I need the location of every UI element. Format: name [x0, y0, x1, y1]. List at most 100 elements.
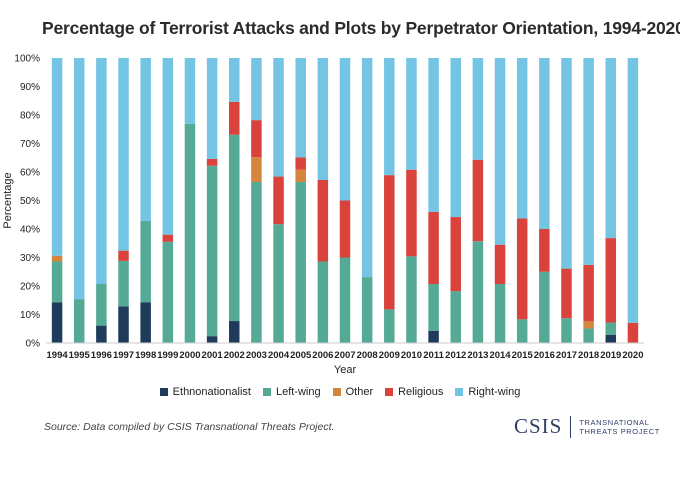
- bar-segment-left-wing: [229, 134, 240, 322]
- y-tick-label: 80%: [20, 111, 40, 122]
- bar-segment-right-wing: [317, 58, 329, 180]
- legend: Ethnonationalist Left-wing Other Religious R…: [0, 386, 680, 399]
- bar-segment-right-wing: [339, 58, 351, 201]
- bar-segment-religious: [206, 158, 218, 166]
- bar-segment-left-wing: [361, 277, 373, 343]
- bar-segment-left-wing: [96, 284, 107, 326]
- bar-segment-left-wing: [561, 318, 572, 343]
- bar-segment-right-wing: [384, 58, 395, 176]
- bar-segment-right-wing: [561, 58, 572, 269]
- bar-segment-right-wing: [96, 58, 107, 285]
- y-tick-label: 100%: [14, 54, 40, 65]
- logo-subtitle: TRANSNATIONAL THREATS PROJECT: [579, 418, 660, 436]
- chart-title: Percentage of Terrorist Attacks and Plot…: [42, 18, 680, 38]
- legend-label: Ethnonationalist: [172, 386, 251, 398]
- x-tick-label: 1997: [113, 350, 134, 361]
- legend-item: Other: [332, 386, 374, 398]
- bar-segment-left-wing: [406, 256, 417, 343]
- bar-segment-right-wing: [361, 58, 373, 278]
- y-tick-label: 10%: [20, 310, 40, 321]
- bar-segment-left-wing: [539, 271, 550, 343]
- bar-segment-right-wing: [627, 58, 639, 323]
- bar-segment-ethnonationalist: [605, 334, 617, 343]
- x-tick-label: 2006: [312, 350, 333, 361]
- bar-segment-right-wing: [118, 58, 129, 251]
- y-tick-label: 50%: [20, 196, 40, 207]
- bar-segment-right-wing: [273, 58, 284, 177]
- y-tick-label: 20%: [20, 282, 40, 293]
- legend-label: Left-wing: [275, 386, 321, 398]
- legend-label: Right-wing: [468, 386, 521, 398]
- bar-segment-right-wing: [428, 58, 439, 212]
- bar-segment-ethnonationalist: [118, 306, 129, 343]
- bar-segment-religious: [317, 179, 329, 262]
- y-axis-title: Percentage: [2, 172, 14, 228]
- y-tick-label: 90%: [20, 82, 40, 93]
- bar-segment-religious: [273, 176, 284, 225]
- bar-segment-right-wing: [605, 58, 617, 239]
- x-tick-label: 2018: [578, 350, 599, 361]
- bar-segment-left-wing: [583, 328, 594, 343]
- logo-line-2: THREATS PROJECT: [579, 426, 660, 436]
- bar-segment-religious: [229, 101, 240, 135]
- legend-swatch: [332, 388, 341, 396]
- legend-item: Right-wing: [455, 386, 520, 398]
- x-tick-label: 2010: [401, 350, 422, 361]
- x-tick-label: 1999: [157, 350, 178, 361]
- y-tick-label: 30%: [20, 253, 40, 264]
- bar-segment-religious: [295, 157, 306, 170]
- bar-segment-religious: [583, 264, 594, 322]
- legend-label: Religious: [398, 386, 444, 398]
- bar-segment-religious: [472, 159, 484, 242]
- bar-segment-ethnonationalist: [140, 302, 151, 343]
- x-tick-label: 2015: [512, 350, 534, 361]
- bar-segment-left-wing: [206, 165, 218, 337]
- bar-segment-religious: [118, 250, 129, 261]
- bar-segment-left-wing: [516, 319, 528, 343]
- bar-segment-religious: [162, 234, 174, 242]
- x-tick-label: 2004: [268, 350, 290, 361]
- bar-segment-other: [295, 169, 306, 182]
- x-tick-label: 2000: [179, 350, 200, 361]
- bar-segment-religious: [516, 218, 528, 320]
- bar-segment-right-wing: [229, 58, 240, 102]
- logo-divider: [570, 415, 572, 438]
- bar-segment-left-wing: [140, 221, 151, 303]
- source-note: Source: Data compiled by CSIS Transnatio…: [44, 421, 335, 433]
- bar-segment-right-wing: [51, 58, 63, 256]
- bar-segment-other: [251, 157, 262, 182]
- x-tick-label: 2012: [445, 350, 466, 361]
- bar-segment-left-wing: [184, 123, 196, 344]
- x-tick-label: 1994: [47, 350, 69, 361]
- bar-segment-religious: [494, 244, 506, 285]
- bar-segment-left-wing: [339, 257, 351, 343]
- x-tick-label: 2008: [357, 350, 378, 361]
- logo-line-1: TRANSNATIONAL: [579, 417, 650, 427]
- bar-segment-right-wing: [140, 58, 151, 222]
- x-axis-title: Year: [334, 364, 357, 376]
- bar-segment-left-wing: [428, 284, 439, 331]
- legend-item: Religious: [385, 386, 443, 398]
- bar-segment-left-wing: [317, 261, 329, 343]
- legend-item: Left-wing: [262, 386, 321, 398]
- bar-segment-right-wing: [184, 58, 196, 124]
- bar-segment-right-wing: [406, 58, 417, 170]
- legend-label: Other: [345, 386, 374, 398]
- bar-segment-other: [583, 321, 594, 329]
- bar-segment-right-wing: [539, 58, 550, 229]
- x-tick-label: 2020: [622, 350, 643, 361]
- bar-segment-ethnonationalist: [96, 325, 107, 343]
- bar-segment-religious: [450, 217, 461, 292]
- bar-segment-right-wing: [295, 58, 306, 158]
- y-tick-label: 0%: [26, 339, 41, 350]
- logo-main-text: CSIS: [514, 414, 563, 438]
- bar-segment-religious: [428, 211, 439, 285]
- bar-segment-right-wing: [251, 58, 262, 121]
- x-tick-label: 2017: [556, 350, 577, 361]
- legend-swatch: [262, 388, 271, 396]
- bar-segment-left-wing: [273, 224, 284, 343]
- bar-segment-right-wing: [450, 58, 461, 218]
- y-tick-label: 60%: [20, 168, 40, 179]
- y-tick-label: 40%: [20, 225, 40, 236]
